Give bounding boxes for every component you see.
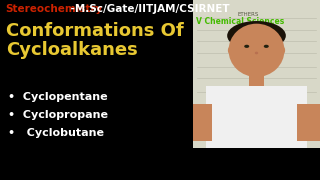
Ellipse shape: [244, 45, 249, 48]
Text: V Chemical Sciences: V Chemical Sciences: [196, 17, 284, 26]
Ellipse shape: [228, 24, 284, 77]
FancyBboxPatch shape: [193, 104, 212, 141]
Text: •   Cyclobutane: • Cyclobutane: [8, 128, 104, 138]
FancyBboxPatch shape: [249, 71, 264, 86]
Ellipse shape: [228, 47, 232, 54]
Text: Conformations Of
Cycloalkanes: Conformations Of Cycloalkanes: [6, 22, 184, 59]
Text: Stereochemistry: Stereochemistry: [5, 4, 102, 14]
Ellipse shape: [227, 21, 286, 50]
Text: -M.Sc/Gate/IITJAM/CSIRNET: -M.Sc/Gate/IITJAM/CSIRNET: [67, 4, 230, 14]
Ellipse shape: [255, 52, 258, 54]
Text: ETHERS: ETHERS: [237, 12, 259, 17]
Text: •  Cyclopentane: • Cyclopentane: [8, 92, 108, 102]
Text: •  Cyclopropane: • Cyclopropane: [8, 110, 108, 120]
FancyBboxPatch shape: [297, 104, 320, 141]
FancyBboxPatch shape: [193, 0, 320, 148]
Ellipse shape: [281, 47, 285, 54]
Ellipse shape: [264, 45, 269, 48]
FancyBboxPatch shape: [206, 86, 307, 148]
